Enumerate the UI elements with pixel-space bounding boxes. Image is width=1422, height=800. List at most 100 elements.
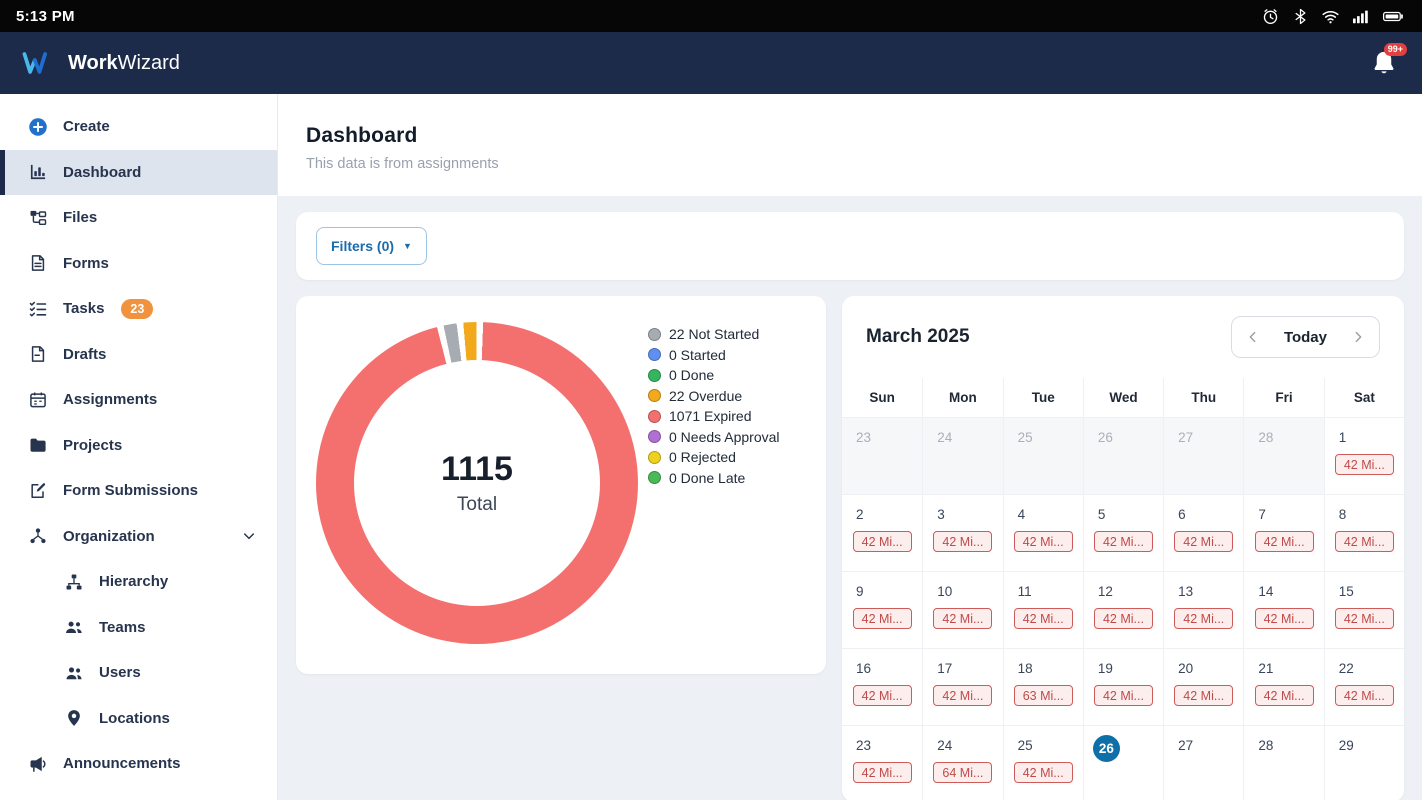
sidebar-item-tasks[interactable]: Tasks 23: [0, 286, 277, 332]
calendar-event-badge[interactable]: 42 Mi...: [1334, 531, 1394, 552]
calendar-event-badge[interactable]: 42 Mi...: [1174, 685, 1234, 706]
people-group-icon: [64, 617, 84, 637]
sidebar-item-dashboard[interactable]: Dashboard: [0, 149, 277, 195]
calendar-day-cell[interactable]: 13 42 Mi...: [1163, 571, 1244, 648]
calendar-day-cell[interactable]: 11 42 Mi...: [1002, 571, 1083, 648]
calendar-day-cell[interactable]: 23: [842, 417, 923, 494]
calendar-event-badge[interactable]: 63 Mi...: [1013, 685, 1073, 706]
calendar-event-badge[interactable]: 42 Mi...: [1093, 685, 1153, 706]
calendar-day-cell[interactable]: 24 64 Mi...: [922, 725, 1003, 800]
brand-logo[interactable]: WorkWizard: [20, 48, 180, 78]
calendar-event-badge[interactable]: 42 Mi...: [1334, 685, 1394, 706]
legend-item-0-done-late[interactable]: 0 Done Late: [648, 470, 780, 486]
calendar-event-badge[interactable]: 42 Mi...: [933, 608, 993, 629]
calendar-day-cell[interactable]: 25: [1002, 417, 1083, 494]
calendar-day-cell[interactable]: 9 42 Mi...: [842, 571, 923, 648]
calendar-day-cell[interactable]: 18 63 Mi...: [1002, 648, 1083, 725]
calendar-event-badge[interactable]: 42 Mi...: [1254, 608, 1314, 629]
sidebar-item-hierarchy[interactable]: Hierarchy: [0, 559, 277, 605]
calendar-day-cell[interactable]: 29: [1323, 725, 1404, 800]
calendar-event-badge[interactable]: 42 Mi...: [1334, 454, 1394, 475]
calendar-event-badge[interactable]: 42 Mi...: [1093, 608, 1153, 629]
sidebar-item-create[interactable]: Create: [0, 104, 277, 150]
calendar-day-cell[interactable]: 27: [1163, 725, 1244, 800]
calendar-date: 18: [1017, 660, 1033, 676]
caret-down-icon: ▼: [403, 240, 412, 251]
calendar-next-button[interactable]: [1337, 317, 1379, 357]
calendar-day-cell[interactable]: 4 42 Mi...: [1002, 494, 1083, 571]
calendar-event-badge[interactable]: 42 Mi...: [852, 685, 912, 706]
bluetooth-icon: [1291, 7, 1310, 26]
sidebar-item-files[interactable]: Files: [0, 195, 277, 241]
calendar-day-cell[interactable]: 10 42 Mi...: [922, 571, 1003, 648]
calendar-prev-button[interactable]: [1232, 317, 1274, 357]
legend-item-0-started[interactable]: 0 Started: [648, 347, 780, 363]
calendar-day-cell[interactable]: 26: [1082, 417, 1164, 494]
calendar-day-cell[interactable]: 26: [1082, 725, 1164, 800]
sidebar-item-drafts[interactable]: Drafts: [0, 332, 277, 378]
calendar-day-cell[interactable]: 24: [922, 417, 1003, 494]
sidebar-item-form-submissions[interactable]: Form Submissions: [0, 468, 277, 514]
calendar-day-cell[interactable]: 21 42 Mi...: [1243, 648, 1324, 725]
calendar-event-badge[interactable]: 42 Mi...: [1013, 762, 1073, 783]
wifi-icon: [1321, 7, 1340, 26]
filters-button[interactable]: Filters (0) ▼: [316, 227, 427, 265]
sidebar-item-projects[interactable]: Projects: [0, 423, 277, 469]
calendar-event-badge[interactable]: 42 Mi...: [1174, 608, 1234, 629]
calendar-day-cell[interactable]: 14 42 Mi...: [1243, 571, 1324, 648]
calendar-day-cell[interactable]: 1 42 Mi...: [1323, 417, 1404, 494]
sidebar-item-forms[interactable]: Forms: [0, 241, 277, 287]
sidebar-item-announcements[interactable]: Announcements: [0, 741, 277, 787]
calendar-day-cell[interactable]: 27: [1163, 417, 1244, 494]
calendar-event-badge[interactable]: 42 Mi...: [933, 531, 993, 552]
calendar-event-badge[interactable]: 42 Mi...: [933, 685, 993, 706]
sidebar-item-organization[interactable]: Organization: [0, 514, 277, 560]
legend-item-0-needs-approval[interactable]: 0 Needs Approval: [648, 429, 780, 445]
calendar-event-badge[interactable]: 42 Mi...: [1013, 531, 1073, 552]
calendar-event-badge[interactable]: 42 Mi...: [852, 531, 912, 552]
calendar-event-badge[interactable]: 42 Mi...: [852, 762, 912, 783]
sidebar-item-label: Dashboard: [63, 163, 142, 181]
calendar-event-badge[interactable]: 42 Mi...: [1174, 531, 1234, 552]
calendar-day-cell[interactable]: 12 42 Mi...: [1082, 571, 1164, 648]
calendar-event-badge[interactable]: 42 Mi...: [1254, 531, 1314, 552]
calendar-day-cell[interactable]: 28: [1243, 417, 1324, 494]
calendar-event-badge[interactable]: 42 Mi...: [852, 608, 912, 629]
sidebar-item-locations[interactable]: Locations: [0, 696, 277, 742]
calendar-event-badge[interactable]: 42 Mi...: [1334, 608, 1394, 629]
calendar-day-cell[interactable]: 6 42 Mi...: [1163, 494, 1244, 571]
calendar-day-cell[interactable]: 8 42 Mi...: [1323, 494, 1404, 571]
calendar-day-cell[interactable]: 28: [1243, 725, 1324, 800]
legend-item-0-rejected[interactable]: 0 Rejected: [648, 449, 780, 465]
legend-item-1071-expired[interactable]: 1071 Expired: [648, 408, 780, 424]
sidebar-item-assignments[interactable]: Assignments: [0, 377, 277, 423]
calendar-event-badge[interactable]: 42 Mi...: [1254, 685, 1314, 706]
calendar-day-cell[interactable]: 2 42 Mi...: [842, 494, 923, 571]
calendar-event-badge[interactable]: 42 Mi...: [1013, 608, 1073, 629]
notifications-button[interactable]: 99+: [1370, 43, 1407, 77]
legend-item-22-overdue[interactable]: 22 Overdue: [648, 388, 780, 404]
folder-icon: [28, 435, 48, 455]
legend-item-22-not-started[interactable]: 22 Not Started: [648, 326, 780, 342]
sidebar: Create Dashboard Files Forms Tasks 23 Drafts As…: [0, 94, 278, 800]
calendar-day-cell[interactable]: 17 42 Mi...: [922, 648, 1003, 725]
calendar-event-badge[interactable]: 42 Mi...: [1093, 531, 1153, 552]
calendar-day-cell[interactable]: 5 42 Mi...: [1082, 494, 1164, 571]
checklist-icon: [28, 299, 48, 319]
calendar-day-cell[interactable]: 3 42 Mi...: [922, 494, 1003, 571]
calendar-event-badge[interactable]: 64 Mi...: [933, 762, 993, 783]
sidebar-item-users[interactable]: Users: [0, 650, 277, 696]
calendar-day-cell[interactable]: 20 42 Mi...: [1163, 648, 1244, 725]
calendar-day-cell[interactable]: 23 42 Mi...: [842, 725, 923, 800]
sidebar-item-teams[interactable]: Teams: [0, 605, 277, 651]
calendar-day-cell[interactable]: 19 42 Mi...: [1082, 648, 1164, 725]
calendar-day-cell[interactable]: 22 42 Mi...: [1323, 648, 1404, 725]
legend-item-0-done[interactable]: 0 Done: [648, 367, 780, 383]
calendar-today-button[interactable]: Today: [1274, 329, 1337, 346]
calendar-day-cell[interactable]: 25 42 Mi...: [1002, 725, 1083, 800]
sidebar-item-label: Create: [63, 118, 110, 136]
calendar-day-cell[interactable]: 7 42 Mi...: [1243, 494, 1324, 571]
calendar-day-cell[interactable]: 15 42 Mi...: [1323, 571, 1404, 648]
calendar-day-cell[interactable]: 16 42 Mi...: [842, 648, 923, 725]
